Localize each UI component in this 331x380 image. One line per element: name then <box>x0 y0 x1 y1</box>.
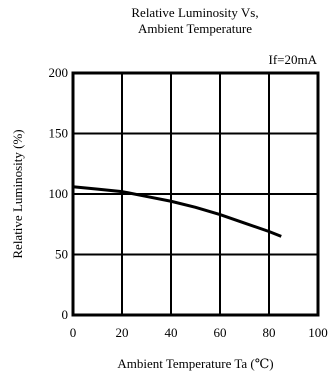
x-tick-labels: 0 20 40 60 80 100 <box>70 325 328 340</box>
chart-title-line1: Relative Luminosity Vs, <box>131 5 259 20</box>
plot-frame <box>71 71 320 317</box>
x-tick-label-60: 60 <box>214 325 227 340</box>
y-tick-labels: 0 50 100 150 200 <box>49 65 69 322</box>
x-tick-label-80: 80 <box>263 325 276 340</box>
x-tick-label-100: 100 <box>308 325 328 340</box>
y-tick-label-100: 100 <box>49 186 69 201</box>
y-tick-label-0: 0 <box>62 307 69 322</box>
y-axis-label: Relative Luminosity (%) <box>10 129 25 258</box>
chart-title-line2: Ambient Temperature <box>137 21 252 36</box>
x-tick-label-0: 0 <box>70 325 77 340</box>
chart-grid <box>73 73 318 315</box>
test-condition-label: If=20mA <box>268 52 318 67</box>
y-tick-label-200: 200 <box>49 65 69 80</box>
x-tick-label-20: 20 <box>116 325 129 340</box>
y-tick-label-150: 150 <box>49 126 69 141</box>
chart-title: Relative Luminosity Vs, Ambient Temperat… <box>100 5 290 37</box>
x-tick-label-40: 40 <box>165 325 178 340</box>
x-axis-label: Ambient Temperature Ta (℃) <box>117 356 273 371</box>
series-line <box>72 185 282 238</box>
y-tick-label-50: 50 <box>55 247 68 262</box>
